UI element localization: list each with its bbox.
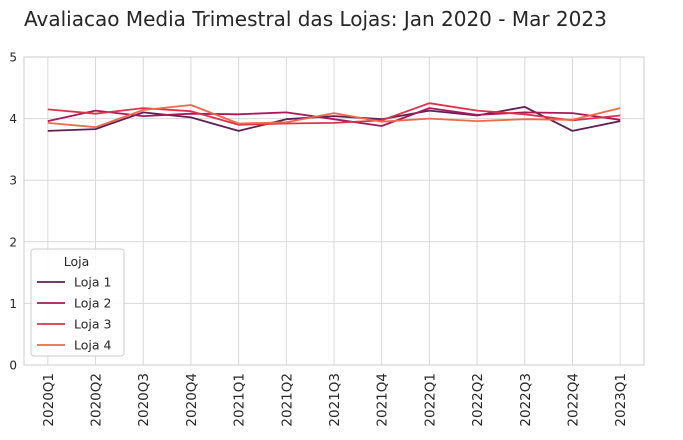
x-tick-label: 2021Q3: [327, 373, 343, 427]
y-tick-label: 3: [9, 174, 17, 188]
x-tick-label: 2022Q4: [565, 373, 581, 427]
y-tick-label: 4: [9, 112, 17, 126]
x-tick-label: 2020Q1: [41, 373, 57, 427]
x-tick-label: 2022Q1: [422, 373, 438, 427]
y-tick-label: 1: [9, 297, 17, 311]
series-lines: [47, 102, 621, 132]
x-tick-label: 2021Q4: [375, 373, 391, 427]
x-tick-label: 2020Q2: [89, 373, 105, 427]
legend-label: Loja 3: [74, 317, 111, 332]
series-line-loja-3: [47, 102, 621, 126]
series-line-loja-4: [47, 104, 621, 129]
legend-title: Loja: [64, 254, 90, 269]
series-line-loja-1: [47, 106, 621, 132]
y-tick-label: 0: [9, 359, 17, 373]
y-tick-label: 5: [9, 51, 17, 65]
chart-title: Avaliacao Media Trimestral das Lojas: Ja…: [24, 7, 607, 31]
x-tick-label: 2023Q1: [613, 373, 629, 427]
plot-frame: [23, 56, 645, 366]
x-axis-ticks: 2020Q1 2020Q2 2020Q3 2020Q4 2021Q1 2021Q2 2021…: [41, 373, 629, 427]
legend-label: Loja 1: [74, 275, 111, 290]
legend: Loja Loja 1 Loja 2 Loja 3 Loja 4: [30, 248, 125, 357]
series-line-loja-2: [47, 107, 621, 127]
y-tick-label: 2: [9, 235, 17, 249]
legend-box: [30, 248, 125, 357]
x-tick-label: 2022Q3: [518, 373, 534, 427]
x-tick-label: 2021Q2: [279, 373, 295, 427]
y-axis-ticks: 0 1 2 3 4 5: [9, 51, 17, 373]
x-tick-label: 2021Q1: [232, 373, 248, 427]
x-tick-label: 2020Q3: [136, 373, 152, 427]
x-tick-label: 2020Q4: [184, 373, 200, 427]
x-tick-label: 2022Q2: [470, 373, 486, 427]
legend-label: Loja 4: [74, 338, 111, 353]
legend-label: Loja 2: [74, 296, 111, 311]
